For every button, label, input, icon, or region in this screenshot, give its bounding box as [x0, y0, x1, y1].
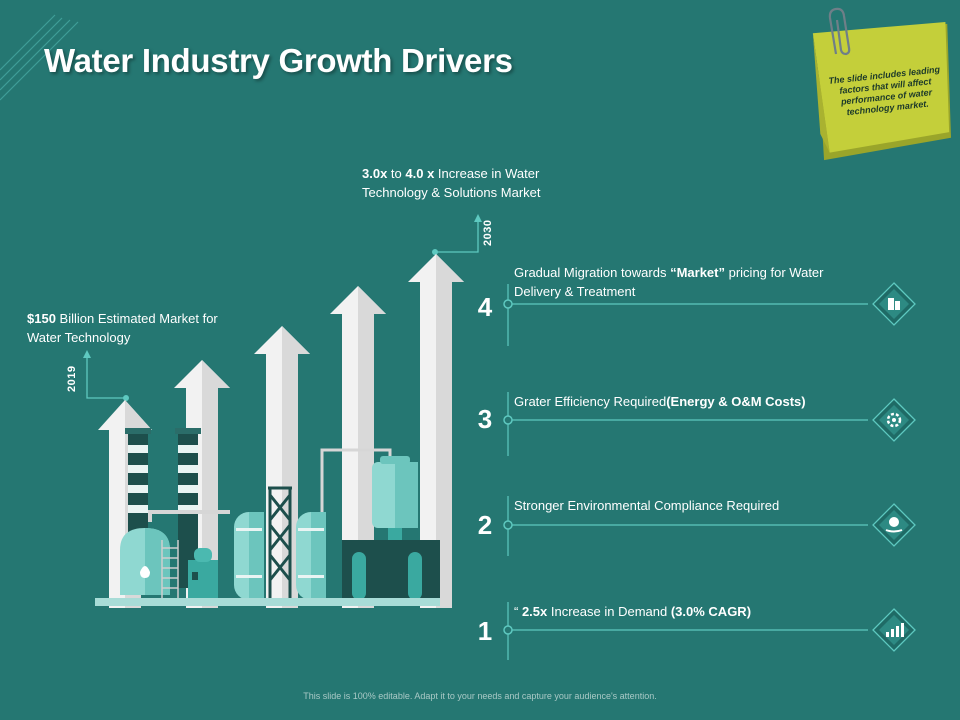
- driver-number-2: 2: [477, 510, 493, 540]
- driver-number-3: 3: [477, 404, 493, 434]
- milestone-2019-pointer: [83, 350, 129, 401]
- year-2019-label: 2019: [66, 365, 78, 392]
- milestone-2019-text: $150 Billion Estimated Market for Water …: [27, 311, 218, 345]
- lattice-tower: [268, 486, 292, 600]
- driver-number-4: 4: [477, 292, 493, 322]
- globe-hand-icon: [872, 503, 916, 547]
- driver-text-3: Grater Efficiency Required(Energy & O&M …: [514, 394, 806, 409]
- milestone-2030-pointer: [432, 214, 482, 255]
- driver-text-2: Stronger Environmental Compliance Requir…: [514, 498, 780, 513]
- driver-text-1: “ 2.5x Increase in Demand (3.0% CAGR): [514, 604, 752, 619]
- driver-connectors: [503, 284, 868, 660]
- growth-arrows-illustration: [95, 254, 464, 608]
- cylinder-tank-left: [234, 512, 264, 600]
- treatment-building: [342, 456, 440, 600]
- year-2030-label: 2030: [482, 219, 494, 246]
- chimney-right: [175, 428, 201, 588]
- gear-icon: [872, 398, 916, 442]
- pump-unit: [188, 548, 218, 598]
- ladder: [161, 540, 179, 598]
- driver-text-4: Gradual Migration towards “Market” prici…: [514, 265, 824, 299]
- cylinder-tank-right: [296, 512, 326, 600]
- bar-chart-icon: [872, 608, 916, 652]
- driver-number-1: 1: [477, 616, 493, 646]
- milestone-2030-text: 3.0x to 4.0 x Increase in Water Technolo…: [362, 166, 541, 200]
- paperclip-icon: [828, 7, 851, 56]
- page-title: Water Industry Growth Drivers: [44, 42, 513, 79]
- footer-note: This slide is 100% editable. Adapt it to…: [303, 691, 657, 701]
- building-icon: [872, 282, 916, 326]
- decorative-lines: [0, 14, 79, 101]
